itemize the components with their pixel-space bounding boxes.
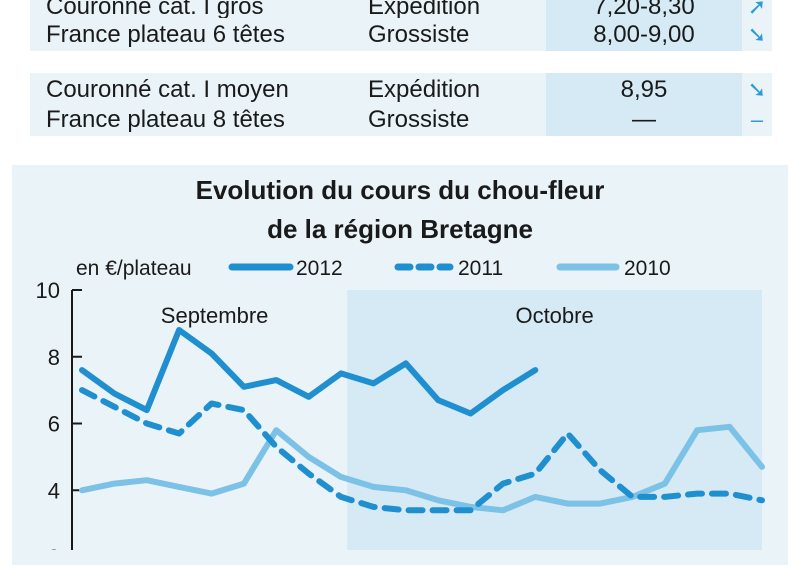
- y-tick-label: 6: [48, 412, 60, 437]
- product-cell: France plateau 6 têtes: [46, 21, 285, 48]
- period-label-september: Septembre: [161, 303, 269, 328]
- chart-title: Evolution du cours du chou-fleur: [195, 175, 605, 205]
- table-row: France plateau 6 têtes Grossiste 8,00-9,…: [30, 18, 772, 51]
- table-row: Couronné cat. I moyen Expédition 8,95 ➘: [30, 73, 772, 106]
- market-cell: Grossiste: [368, 106, 470, 133]
- legend-label-2011: 2011: [458, 257, 503, 280]
- y-tick-label: 2: [48, 545, 60, 550]
- dash-icon: –: [750, 107, 764, 132]
- y-tick-label: 4: [48, 478, 60, 503]
- down-arrow-icon: ➘: [747, 22, 767, 47]
- price-cell: 8,00-9,00: [546, 18, 742, 51]
- series-line-2011: [79, 387, 765, 514]
- price-cell: 8,95: [546, 73, 742, 106]
- down-arrow-icon: ➘: [747, 77, 767, 102]
- period-label-october: Octobre: [515, 303, 593, 328]
- series-line-2012: [79, 327, 539, 417]
- product-cell: Couronné cat. I moyen: [46, 76, 289, 103]
- y-tick-label: 10: [36, 278, 60, 303]
- series-line-2010: [79, 423, 765, 514]
- market-cell: Expédition: [368, 76, 481, 103]
- october-band: [347, 290, 762, 550]
- legend-label-2012: 2012: [296, 257, 343, 280]
- september-band: [82, 290, 348, 550]
- price-cell: —: [546, 103, 742, 136]
- table-row: Couronné cat. I gros Expédition 7,20-8,3…: [30, 0, 772, 23]
- price-cell: 7,20-8,30: [546, 0, 742, 23]
- product-cell: Couronné cat. I gros: [46, 0, 264, 20]
- line-chart: Septembre Octobre 2 4 6 8 10 en €/plateau 2012 20…: [36, 257, 765, 550]
- unit-label: en €/plateau: [76, 257, 192, 280]
- market-cell: Grossiste: [368, 21, 470, 48]
- product-cell: France plateau 8 têtes: [46, 106, 285, 133]
- table-row: France plateau 8 têtes Grossiste — –: [30, 103, 772, 136]
- legend-label-2010: 2010: [624, 257, 671, 280]
- market-cell: Expédition: [368, 0, 481, 20]
- up-arrow-icon: ➚: [747, 0, 767, 19]
- chart-subtitle: de la région Bretagne: [267, 214, 533, 244]
- y-tick-label: 8: [48, 345, 60, 370]
